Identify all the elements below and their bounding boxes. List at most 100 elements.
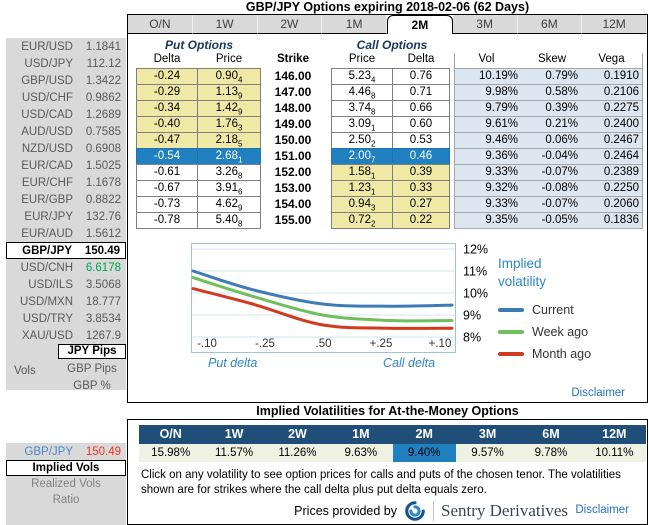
atm-vol-cell-on[interactable]: 15.98% <box>139 444 203 462</box>
pair-value: 0.9862 <box>85 91 121 104</box>
pair-row-eur-jpy[interactable]: EUR/JPY 132.76 <box>6 208 126 225</box>
atm-tenor-header: O/N 1W 2W 1M 2M 3M 6M 12M <box>139 425 646 444</box>
option-row-strike-152.00[interactable]: -0.61 3.268 152.00 1.581 0.39 9.33% -0.07% 0.23… <box>136 164 644 181</box>
put-delta-cell[interactable]: -0.29 <box>136 84 198 101</box>
pair-row-usd-try[interactable]: USD/TRY 3.8534 <box>6 310 126 327</box>
pair-row-eur-chf[interactable]: EUR/CHF 1.1678 <box>6 174 126 191</box>
atm-vol-cell-2w[interactable]: 11.26% <box>265 444 330 462</box>
put-delta-cell[interactable]: -0.67 <box>136 180 198 197</box>
put-price-cell[interactable]: 1.139 <box>197 84 261 101</box>
option-row-strike-150.00[interactable]: -0.47 2.185 150.00 2.502 0.53 9.46% 0.06% 0.246… <box>136 132 644 149</box>
put-delta-cell[interactable]: -0.78 <box>136 212 198 229</box>
call-delta-cell[interactable]: 0.71 <box>392 84 450 101</box>
atm-vol-cell-2m[interactable]: 9.40% <box>392 444 456 462</box>
put-delta-cell[interactable]: -0.34 <box>136 100 198 117</box>
legend-label: Current <box>532 303 574 317</box>
tenor-tab-2m[interactable]: 2M <box>387 15 453 34</box>
put-price-cell[interactable]: 5.408 <box>197 212 261 229</box>
tenor-tab-6m[interactable]: 6M <box>517 15 583 34</box>
call-price-cell[interactable]: 0.943 <box>331 196 393 213</box>
put-price-cell[interactable]: 3.916 <box>197 180 261 197</box>
tenor-tab-2w[interactable]: 2W <box>257 15 323 34</box>
put-price-cell[interactable]: 0.904 <box>197 68 261 85</box>
pair-row-gbp-jpy[interactable]: GBP/JPY 150.49 <box>6 242 126 259</box>
call-price-cell[interactable]: 5.234 <box>331 68 393 85</box>
pair-row-eur-aud[interactable]: EUR/AUD 1.5612 <box>6 225 126 242</box>
put-price-cell[interactable]: 1.763 <box>197 116 261 133</box>
call-price-cell[interactable]: 1.231 <box>331 180 393 197</box>
pair-value: 6.6178 <box>85 261 121 274</box>
option-row-strike-148.00[interactable]: -0.34 1.429 148.00 3.748 0.66 9.79% 0.39% 0.227… <box>136 100 644 117</box>
pair-row-eur-gbp[interactable]: EUR/GBP 0.8822 <box>6 191 126 208</box>
put-delta-cell[interactable]: -0.40 <box>136 116 198 133</box>
pair-row-xau-usd[interactable]: XAU/USD 1267.9 <box>6 327 126 344</box>
tenor-tab-1w[interactable]: 1W <box>192 15 258 34</box>
call-delta-cell[interactable]: 0.60 <box>392 116 450 133</box>
option-row-strike-153.00[interactable]: -0.67 3.916 153.00 1.231 0.33 9.32% -0.08% 0.22… <box>136 180 644 197</box>
pair-row-usd-ils[interactable]: USD/ILS 3.5068 <box>6 276 126 293</box>
call-price-cell[interactable]: 0.722 <box>331 212 393 229</box>
atm-tenor-12m: 12M <box>582 425 646 444</box>
ratio-tab[interactable]: Ratio <box>52 494 80 506</box>
put-price-cell[interactable]: 2.681 <box>197 148 261 165</box>
call-delta-cell[interactable]: 0.33 <box>392 180 450 197</box>
call-delta-cell[interactable]: 0.27 <box>392 196 450 213</box>
option-row-strike-146.00[interactable]: -0.24 0.904 146.00 5.234 0.76 10.19% 0.79% 0.19… <box>136 68 644 85</box>
put-price-cell[interactable]: 2.185 <box>197 132 261 149</box>
option-row-strike-151.00[interactable]: -0.54 2.681 151.00 2.007 0.46 9.36% -0.04% 0.24… <box>136 148 644 165</box>
put-price-cell[interactable]: 3.268 <box>197 164 261 181</box>
option-row-strike-149.00[interactable]: -0.40 1.763 149.00 3.091 0.60 9.61% 0.21% 0.240… <box>136 116 644 133</box>
call-delta-cell[interactable]: 0.46 <box>392 148 450 165</box>
pair-value: 1.1841 <box>85 40 121 53</box>
pair-row-usd-jpy[interactable]: USD/JPY 112.12 <box>6 55 126 72</box>
put-delta-cell[interactable]: -0.61 <box>136 164 198 181</box>
chart-x-tick: -.25 <box>255 338 275 350</box>
call-price-cell[interactable]: 4.468 <box>331 84 393 101</box>
pair-row-usd-cad[interactable]: USD/CAD 1.2689 <box>6 106 126 123</box>
tenor-tab-1m[interactable]: 1M <box>322 15 387 34</box>
pair-row-usd-chf[interactable]: USD/CHF 0.9862 <box>6 89 126 106</box>
option-row-strike-155.00[interactable]: -0.78 5.408 155.00 0.722 0.22 9.35% -0.05% 0.18… <box>136 212 644 229</box>
atm-vol-cell-1w[interactable]: 11.57% <box>202 444 266 462</box>
pair-name: USD/CNH <box>20 261 73 274</box>
atm-vol-cell-12m[interactable]: 10.11% <box>582 444 646 462</box>
call-price-cell[interactable]: 1.581 <box>331 164 393 181</box>
call-delta-cell[interactable]: 0.53 <box>392 132 450 149</box>
call-delta-cell[interactable]: 0.66 <box>392 100 450 117</box>
pair-row-usd-cnh[interactable]: USD/CNH 6.6178 <box>6 259 126 276</box>
atm-vol-cell-3m[interactable]: 9.57% <box>455 444 520 462</box>
option-row-strike-154.00[interactable]: -0.73 4.629 154.00 0.943 0.27 9.33% -0.07% 0.20… <box>136 196 644 213</box>
pair-row-eur-usd[interactable]: EUR/USD 1.1841 <box>6 38 126 55</box>
put-delta-cell[interactable]: -0.73 <box>136 196 198 213</box>
pair-row-usd-mxn[interactable]: USD/MXN 18.777 <box>6 293 126 310</box>
tenor-tab-on[interactable]: O/N <box>128 15 193 34</box>
pips-mode-gbp-pct[interactable]: GBP % <box>73 380 111 392</box>
call-price-cell[interactable]: 2.502 <box>331 132 393 149</box>
atm-vol-cell-1m[interactable]: 9.63% <box>329 444 393 462</box>
put-price-cell[interactable]: 4.629 <box>197 196 261 213</box>
put-price-cell[interactable]: 1.429 <box>197 100 261 117</box>
option-row-strike-147.00[interactable]: -0.29 1.139 147.00 4.468 0.71 9.98% 0.58% 0.210… <box>136 84 644 101</box>
disclaimer-link[interactable]: Disclaimer <box>571 387 625 399</box>
tenor-tab-3m[interactable]: 3M <box>452 15 518 34</box>
call-price-cell[interactable]: 2.007 <box>331 148 393 165</box>
call-delta-cell[interactable]: 0.76 <box>392 68 450 85</box>
call-price-cell[interactable]: 3.091 <box>331 116 393 133</box>
disclaimer-link-bottom[interactable]: Disclaimer <box>575 504 629 516</box>
put-delta-cell[interactable]: -0.54 <box>136 148 198 165</box>
pair-row-gbp-usd[interactable]: GBP/USD 1.3422 <box>6 72 126 89</box>
pair-row-eur-cad[interactable]: EUR/CAD 1.5025 <box>6 157 126 174</box>
put-delta-cell[interactable]: -0.24 <box>136 68 198 85</box>
pair-row-nzd-usd[interactable]: NZD/USD 0.6908 <box>6 140 126 157</box>
atm-vol-cell-6m[interactable]: 9.78% <box>519 444 583 462</box>
call-delta-cell[interactable]: 0.39 <box>392 164 450 181</box>
pips-mode-jpy-pips[interactable]: JPY Pips <box>58 344 126 359</box>
call-price-cell[interactable]: 3.748 <box>331 100 393 117</box>
pips-mode-gbp-pips[interactable]: GBP Pips <box>67 363 117 375</box>
tenor-tab-12m[interactable]: 12M <box>582 15 647 34</box>
realized-vols-tab[interactable]: Realized Vols <box>31 478 101 490</box>
implied-vols-tab[interactable]: Implied Vols <box>6 460 126 476</box>
put-delta-cell[interactable]: -0.47 <box>136 132 198 149</box>
call-delta-cell[interactable]: 0.22 <box>392 212 450 229</box>
pair-row-aud-usd[interactable]: AUD/USD 0.7585 <box>6 123 126 140</box>
